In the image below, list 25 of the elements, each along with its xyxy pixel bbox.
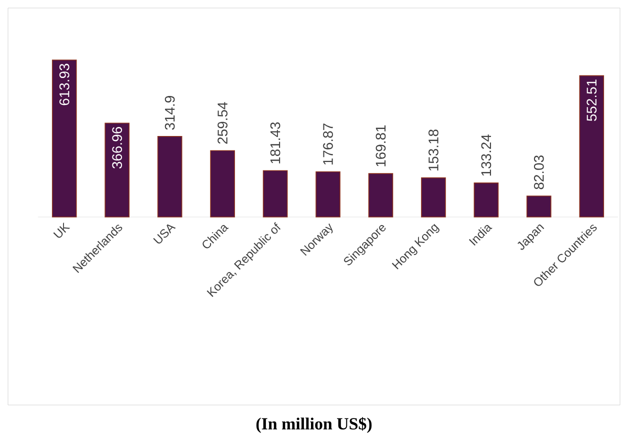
bar xyxy=(316,171,340,218)
data-label: 133.24 xyxy=(481,134,492,176)
data-label: 552.51 xyxy=(586,80,597,121)
data-label: 314.9 xyxy=(164,96,175,130)
bar xyxy=(474,182,499,218)
x-tick-label: USA xyxy=(153,224,176,244)
data-label: 153.18 xyxy=(428,130,438,171)
x-tick-label: UK xyxy=(53,222,70,238)
text: (In million US$) xyxy=(256,417,372,433)
bar xyxy=(526,196,552,218)
bar xyxy=(52,60,77,218)
data-label: 181.43 xyxy=(270,122,280,164)
data-label: 366.96 xyxy=(112,126,122,168)
data-label: 82.03 xyxy=(534,156,544,190)
bar xyxy=(210,150,235,218)
data-label: 259.54 xyxy=(218,102,228,144)
bar xyxy=(579,75,604,218)
bar xyxy=(157,136,182,218)
bar xyxy=(368,173,394,218)
bar xyxy=(421,177,446,218)
data-label: 176.87 xyxy=(323,124,333,164)
bar xyxy=(104,122,130,218)
data-label: 169.81 xyxy=(376,125,386,166)
data-label: 613.93 xyxy=(59,64,70,106)
bar xyxy=(262,170,288,218)
